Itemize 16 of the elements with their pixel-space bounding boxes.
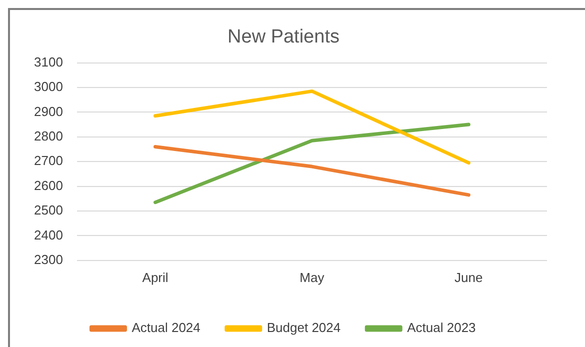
x-tick-label: April <box>142 270 168 285</box>
legend-label: Budget 2024 <box>266 320 341 336</box>
y-tick-label: 3000 <box>34 79 63 94</box>
legend-label: Actual 2023 <box>407 320 476 336</box>
y-tick-label: 3100 <box>34 54 63 70</box>
y-tick-label: 2900 <box>34 104 63 119</box>
y-tick-label: 2300 <box>34 252 63 267</box>
y-tick-label: 2800 <box>34 128 63 144</box>
x-tick-label: June <box>454 270 483 285</box>
chart-title: New Patients <box>228 26 340 48</box>
y-tick-label: 2700 <box>34 153 63 168</box>
y-tick-label: 2500 <box>34 202 63 218</box>
x-tick-label: May <box>300 270 325 285</box>
legend-label: Actual 2024 <box>132 320 200 336</box>
y-tick-label: 2600 <box>34 178 63 193</box>
y-tick-label: 2400 <box>34 227 63 242</box>
